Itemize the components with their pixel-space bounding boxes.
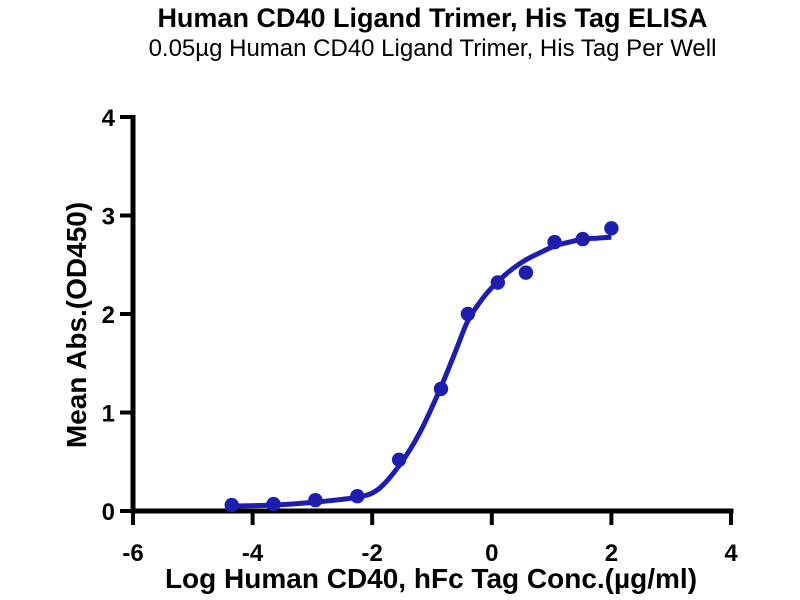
data-point	[391, 452, 407, 467]
data-point	[575, 231, 590, 247]
chart-title: Human CD40 Ligand Trimer, His Tag ELISA	[157, 3, 708, 33]
x-tick-label: -6	[122, 540, 143, 567]
y-tick-label: 0	[102, 499, 115, 526]
data-point	[604, 221, 619, 236]
x-tick-label: -2	[362, 540, 383, 567]
data-point	[433, 381, 449, 397]
data-point	[224, 497, 239, 513]
chart-subtitle: 0.05µg Human CD40 Ligand Trimer, His Tag…	[148, 35, 717, 62]
data-point	[547, 234, 562, 250]
data-point	[266, 496, 281, 512]
data-point	[518, 265, 534, 280]
x-tick-label: 2	[605, 540, 618, 567]
x-tick-label: 0	[485, 540, 498, 567]
data-point	[308, 493, 323, 508]
y-tick-label: 2	[102, 302, 115, 329]
data-point	[490, 275, 505, 290]
x-tick-label: -4	[242, 540, 264, 567]
y-tick-label: 1	[102, 401, 115, 428]
y-tick-label: 3	[102, 204, 115, 231]
fit-curve	[231, 234, 612, 509]
x-axis-label: Log Human CD40, hFc Tag Conc.(µg/ml)	[164, 563, 698, 594]
data-point	[460, 306, 476, 322]
x-tick-label: 4	[724, 540, 738, 567]
y-tick-label: 4	[102, 105, 116, 132]
data-point	[350, 489, 365, 504]
